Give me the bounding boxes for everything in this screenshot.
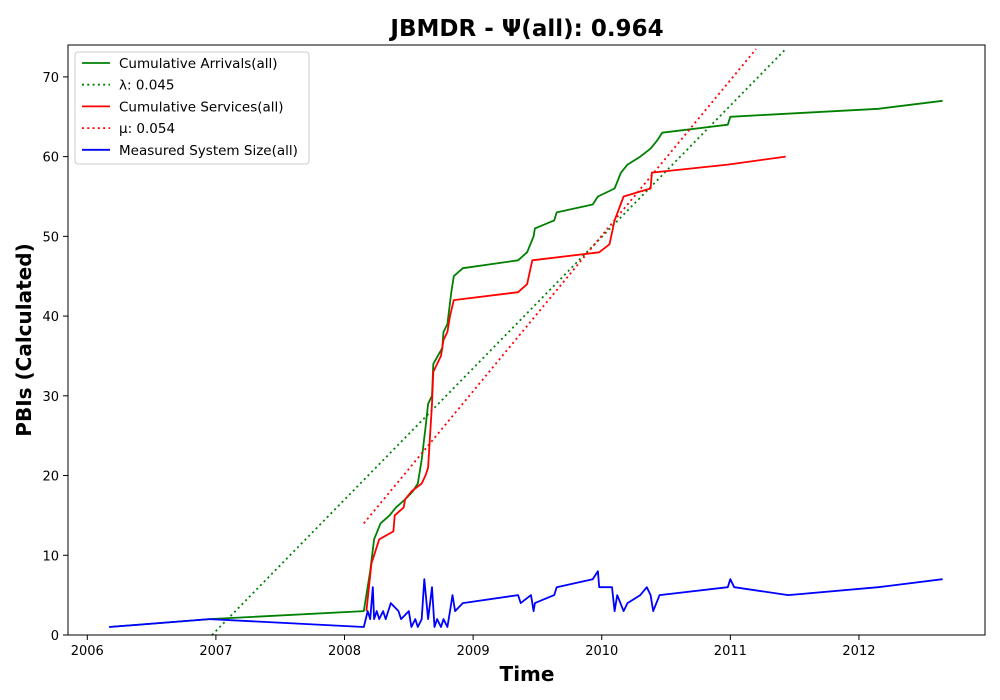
legend-label-0-045: λ: 0.045 [119, 78, 174, 94]
series-line-4 [363, 48, 757, 524]
series-line-2 [211, 48, 787, 635]
chart-title: JBMDR - Ψ(all): 0.964 [388, 16, 663, 42]
x-tick-label: 2011 [714, 644, 747, 659]
x-tick-label: 2010 [585, 644, 618, 659]
x-tick-label: 2007 [199, 644, 232, 659]
y-tick-label: 70 [42, 71, 59, 86]
plot-lines [109, 48, 943, 635]
series-line-3 [365, 155, 786, 612]
y-tick-label: 0 [51, 629, 59, 644]
legend-label-0-054: μ: 0.054 [119, 121, 175, 137]
legend: Cumulative Arrivals(all) λ: 0.045 Cumulati… [74, 51, 310, 165]
y-axis-title: PBIs (Calculated) [12, 243, 36, 436]
legend-label-cumulative-services-all: Cumulative Services(all) [119, 99, 284, 115]
y-tick-label: 50 [42, 230, 59, 245]
y-tick-label: 60 [42, 151, 59, 166]
x-tick-label: 2008 [328, 644, 361, 659]
x-axis: 2006 2007 2008 2009 2010 2011 2012 [71, 635, 876, 659]
y-tick-label: 30 [42, 390, 59, 405]
y-tick-label: 10 [42, 549, 59, 564]
x-tick-label: 2009 [457, 644, 490, 659]
x-axis-title: Time [500, 662, 555, 686]
y-axis: 0 10 20 30 40 50 60 70 [42, 71, 68, 644]
y-tick-label: 40 [42, 310, 59, 325]
series-line-1 [109, 99, 943, 628]
legend-box [74, 51, 310, 165]
x-tick-label: 2006 [71, 644, 104, 659]
series-line-5 [109, 570, 943, 628]
legend-label-measured-system-size-all: Measured System Size(all) [119, 143, 298, 159]
plot-frame [67, 44, 986, 636]
y-tick-label: 20 [42, 470, 59, 485]
x-tick-label: 2012 [842, 644, 875, 659]
legend-label-cumulative-arrivals-all: Cumulative Arrivals(all) [119, 56, 278, 72]
